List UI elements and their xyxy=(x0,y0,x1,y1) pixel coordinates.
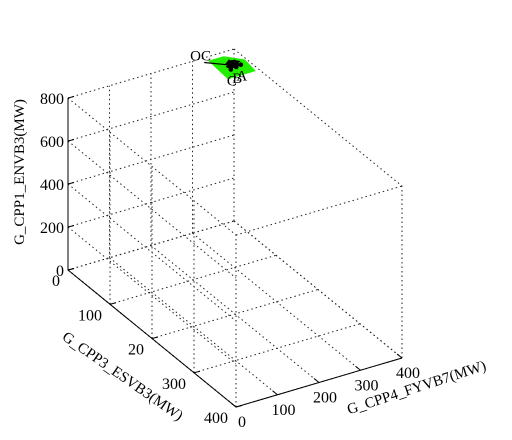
grid-line xyxy=(67,140,237,279)
x-tick xyxy=(396,353,403,359)
z-tick-label: 400 xyxy=(40,177,64,194)
grid-line xyxy=(67,220,235,271)
z-axis-label: G_CPP1_ENVB3(MW) xyxy=(12,99,28,245)
y-tick-label: 20 xyxy=(128,342,144,359)
grid-lines xyxy=(67,48,403,408)
grid-line xyxy=(67,134,235,185)
oc-label: OC xyxy=(190,48,211,64)
x-tick xyxy=(230,402,237,408)
y-tick-label: 100 xyxy=(78,307,102,324)
y-tick xyxy=(67,268,75,271)
y-tick xyxy=(151,336,159,339)
z-tick-label: 800 xyxy=(40,91,64,108)
grid-line xyxy=(67,183,237,322)
grid-line xyxy=(109,254,277,305)
x-tick xyxy=(313,378,320,383)
vector-label: C xyxy=(227,74,237,90)
grid-line xyxy=(67,226,237,365)
y-tick xyxy=(235,405,243,408)
box-edge xyxy=(233,220,403,359)
y-tick-label: 400 xyxy=(204,410,228,427)
vector-arrow xyxy=(227,61,238,68)
x-tick-label: 400 xyxy=(396,365,420,382)
z-tick xyxy=(67,182,75,185)
z-tick-label: 0 xyxy=(56,263,64,280)
axis-ticks: 0 200 400 600 800 0 100 20 300 400 0 100 200 300 400 xyxy=(40,91,420,431)
y-tick xyxy=(109,302,117,305)
z-tick xyxy=(67,225,75,228)
grid-line xyxy=(193,323,361,374)
data-marks: OC CBA xyxy=(190,48,256,90)
z-tick-label: 200 xyxy=(40,220,64,237)
grid-line xyxy=(67,91,235,142)
x-tick xyxy=(355,365,361,371)
z-tick xyxy=(67,96,75,99)
grid-line xyxy=(67,177,235,228)
grid-line xyxy=(192,232,361,371)
grid-line xyxy=(67,48,235,99)
y-tick xyxy=(193,370,201,374)
grid-line xyxy=(67,97,237,236)
y-tick-label: 0 xyxy=(52,273,60,290)
x-tick-label: 200 xyxy=(313,390,337,407)
box-edge xyxy=(233,48,403,187)
x-tick-label: 0 xyxy=(238,414,246,431)
oc-line xyxy=(204,61,228,66)
z-tick-label: 600 xyxy=(40,134,64,151)
x-tick xyxy=(272,390,278,396)
x-tick-label: 100 xyxy=(272,402,296,419)
grid-line xyxy=(151,289,319,339)
vector-point xyxy=(238,62,244,68)
box-edge xyxy=(235,185,403,236)
z-tick xyxy=(67,139,75,142)
vector-label: A xyxy=(236,69,247,85)
x-tick-label: 300 xyxy=(355,377,379,394)
vector-arrow xyxy=(226,62,234,69)
vector-label: B xyxy=(232,71,242,87)
y-tick-label: 300 xyxy=(162,376,186,393)
